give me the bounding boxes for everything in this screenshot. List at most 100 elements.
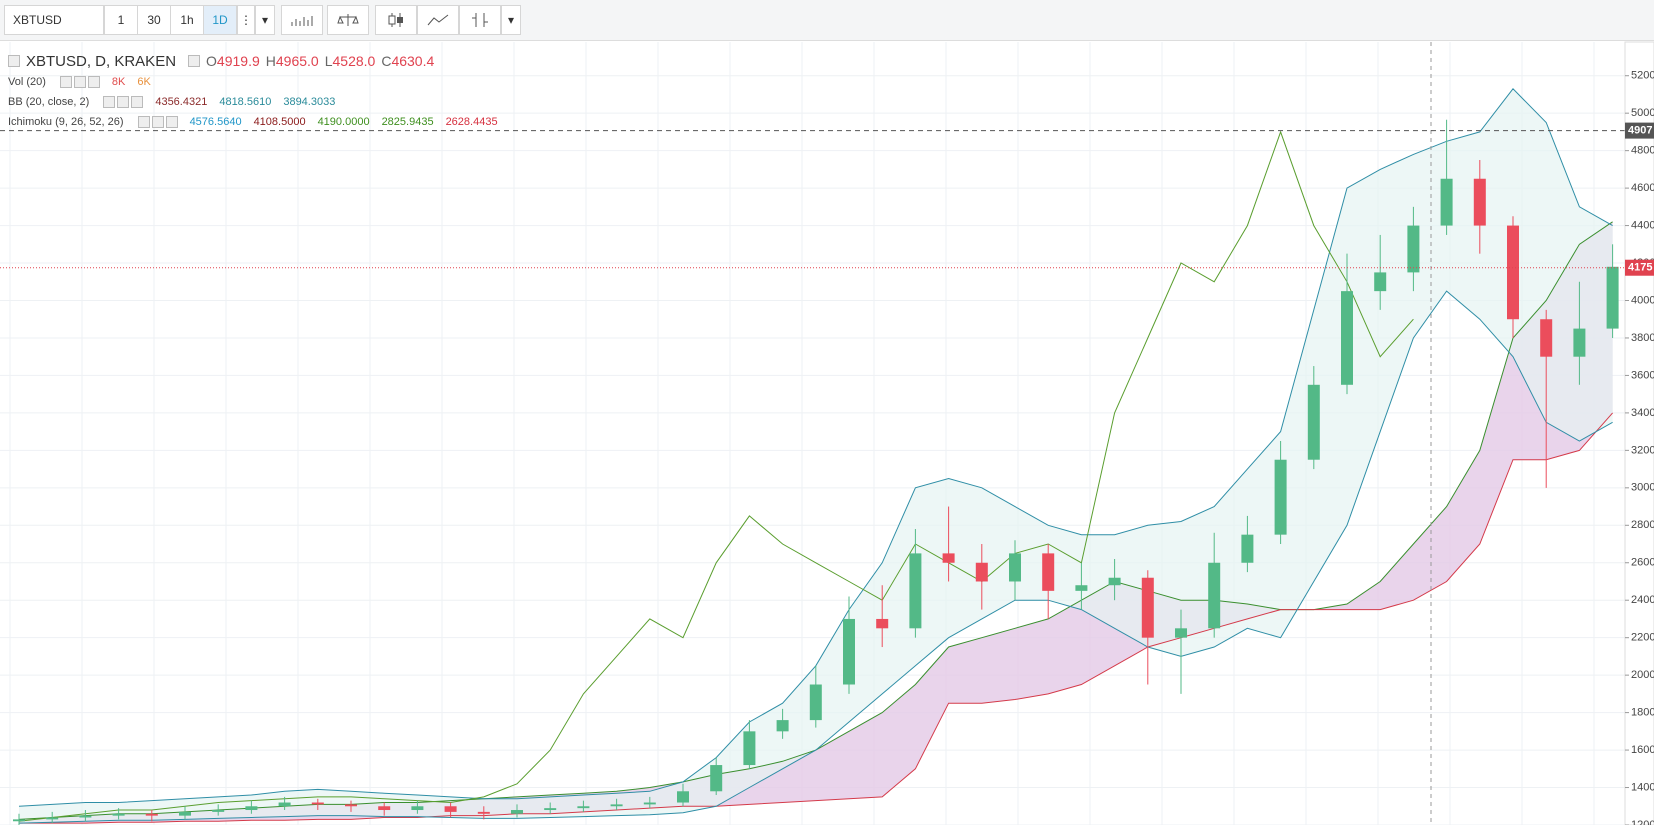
indicator-value: 8K — [111, 76, 126, 88]
interval-button[interactable]: 30 — [137, 5, 171, 35]
candle-body — [278, 802, 291, 807]
y-tick-label: 4600 — [1631, 182, 1654, 194]
ohlc-value: 4630.4 — [391, 53, 435, 69]
legend-row: BB (20, close, 2) 4356.4321 4818.5610 3894.… — [8, 92, 498, 112]
y-tick-label: 3600 — [1631, 369, 1654, 381]
indicator-value: 4356.4321 — [155, 96, 208, 108]
y-tick-label: 5000 — [1631, 107, 1654, 119]
candle-body — [776, 720, 789, 732]
candle-body — [809, 684, 822, 721]
symbol-input[interactable]: XBTUSD — [4, 5, 104, 35]
interval-button[interactable]: 1D — [203, 5, 237, 35]
indicator-icon[interactable] — [151, 116, 164, 128]
collapse-icon — [8, 55, 20, 67]
candle-body — [577, 806, 590, 809]
hl-style-button[interactable] — [459, 5, 501, 35]
indicator-name: BB (20, close, 2) — [8, 96, 90, 108]
icon — [472, 13, 488, 27]
bars-style-button[interactable] — [375, 5, 417, 35]
candle-body — [1274, 459, 1287, 535]
ohlc-value: 4965.0 — [275, 53, 319, 69]
y-tick-label: 4800 — [1631, 145, 1654, 157]
ohlc-value: 4528.0 — [332, 53, 376, 69]
indicator-icon[interactable] — [165, 116, 178, 128]
settings-icon — [188, 55, 201, 67]
candle-body — [1108, 577, 1121, 586]
indicator-value: 2825.9435 — [381, 116, 434, 128]
interval-button[interactable]: 1 — [104, 5, 138, 35]
candle-body — [46, 817, 59, 820]
y-tick-label: 3000 — [1631, 482, 1654, 494]
interval-button[interactable]: 1h — [170, 5, 204, 35]
candle-body — [13, 819, 25, 822]
indicator-icon[interactable] — [87, 76, 100, 88]
candle-body — [1341, 291, 1353, 385]
candle-body — [311, 802, 324, 805]
candle-body — [544, 808, 557, 811]
indicator-value: 4818.5610 — [219, 96, 272, 108]
candle-body — [212, 810, 225, 812]
interval-group: 1 30 1h 1D — [104, 5, 237, 35]
candle-body — [1307, 384, 1320, 460]
candle-body — [610, 804, 623, 807]
indicator-icon[interactable] — [137, 116, 150, 128]
toolbar: XBTUSD 1 30 1h 1D ⋮ ▾ ▾ — [0, 0, 1654, 41]
y-tick-label: 1200 — [1631, 819, 1654, 825]
y-tick-label: 4400 — [1631, 219, 1654, 231]
price-tag — [1625, 122, 1654, 139]
indicator-name: Ichimoku (9, 26, 52, 26) — [8, 116, 124, 128]
candle-body — [1407, 225, 1420, 273]
candle-body — [1440, 178, 1453, 226]
candle-body — [909, 553, 922, 629]
dropdown-button[interactable]: ▾ — [255, 5, 275, 35]
y-tick-label: 2800 — [1631, 519, 1654, 531]
style-dropdown[interactable]: ▾ — [501, 5, 521, 35]
y-tick-label: 2400 — [1631, 594, 1654, 606]
candle-body — [710, 765, 723, 792]
ohlc-item: L4528.0 — [325, 53, 376, 69]
y-tick-label: 4000 — [1631, 294, 1654, 306]
legend-main: XBTUSD, D, KRAKEN O4919.9 H4965.0 L4528.0 C4… — [8, 50, 498, 72]
legend: XBTUSD, D, KRAKEN O4919.9 H4965.0 L4528.0 C4… — [8, 50, 498, 132]
indicator-icon[interactable] — [103, 96, 116, 108]
candle-body — [245, 806, 258, 811]
y-tick-label: 2000 — [1631, 669, 1654, 681]
candle-body — [1241, 534, 1254, 563]
candle-body — [112, 813, 125, 816]
y-tick-label: 3400 — [1631, 407, 1654, 419]
compare-button[interactable] — [327, 5, 369, 35]
candle-body — [843, 618, 855, 685]
candle-body — [1507, 225, 1519, 320]
ohlc-item: O4919.9 — [206, 53, 260, 69]
y-tick-label: 2200 — [1631, 632, 1654, 644]
candle-body — [1075, 585, 1088, 591]
price-tag-label: 4175 — [1628, 262, 1652, 274]
legend-row: Vol (20) 8K 6K — [8, 72, 498, 92]
candle-body — [1540, 319, 1553, 357]
price-tag-label: 4907 — [1628, 125, 1652, 137]
indicators-button[interactable] — [281, 5, 323, 35]
candle-body — [145, 813, 158, 816]
indicator-value: 4190.0000 — [317, 116, 370, 128]
line-style-button[interactable] — [417, 5, 459, 35]
icon — [337, 14, 359, 26]
candle-body — [1175, 628, 1187, 638]
icon — [388, 13, 403, 27]
more-button[interactable]: ⋮ — [237, 5, 255, 35]
candle-body — [179, 811, 191, 816]
icon — [291, 16, 313, 26]
indicator-icon[interactable] — [117, 96, 130, 108]
candle-body — [1473, 178, 1486, 226]
indicator-icon[interactable] — [73, 76, 86, 88]
indicator-icon[interactable] — [131, 96, 144, 108]
indicator-icon[interactable] — [59, 76, 72, 88]
candle-body — [1042, 553, 1055, 591]
ohlc-name: C — [381, 53, 392, 69]
ohlc-item: H4965.0 — [266, 53, 319, 69]
y-tick-label: 2600 — [1631, 557, 1654, 569]
y-tick-label: 5200 — [1631, 70, 1654, 82]
legend-row: Ichimoku (9, 26, 52, 26) 4576.5640 4108.50… — [8, 112, 498, 132]
bollinger-fill — [19, 88, 1613, 824]
